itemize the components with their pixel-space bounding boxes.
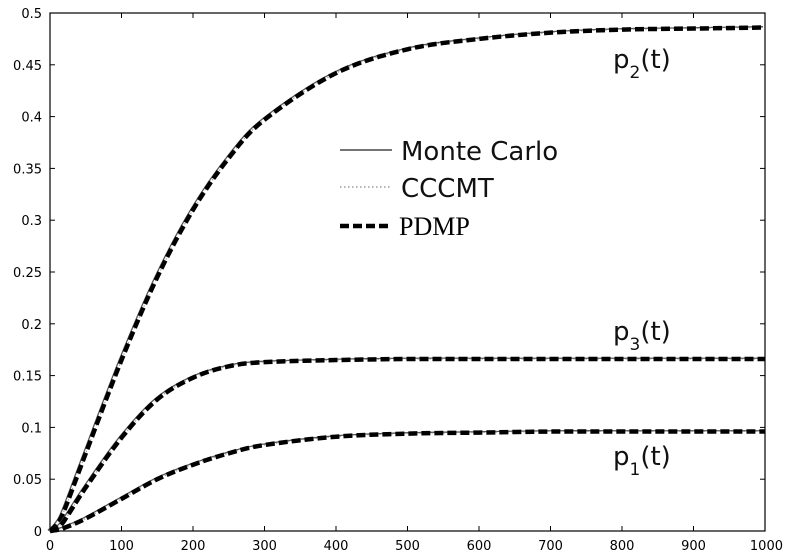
legend-label-monte-carlo: Monte Carlo (401, 137, 558, 167)
svg-text:p3(t): p3(t) (613, 317, 671, 355)
y-tick-label: 0.5 (21, 7, 42, 22)
line-pdmp-p1 (49, 429, 765, 534)
y-tick-label: 0.1 (21, 421, 42, 436)
svg-text:p1(t): p1(t) (613, 442, 671, 480)
y-tick-label: 0.25 (13, 266, 42, 281)
y-tick-label: 0.4 (21, 111, 42, 126)
y-tick-label: 0 (34, 525, 42, 540)
y-tick-label: 0.3 (21, 214, 42, 229)
legend-label-pdmp: PDMP (399, 212, 470, 241)
x-tick-label: 700 (538, 539, 563, 554)
line-pdmp-p2 (48, 25, 766, 533)
x-tick-label: 0 (46, 539, 54, 554)
curves (47, 25, 766, 534)
x-tick-label: 200 (181, 539, 206, 554)
y-tick-label: 0.45 (13, 59, 42, 74)
x-tick-label: 900 (681, 539, 706, 554)
x-tick-label: 600 (467, 539, 492, 554)
axis-ticks: 0 100 200 300 400 500 600 700 800 900 1000 0 0.05 0.1… (13, 7, 783, 554)
legend: Monte Carlo CCCMT PDMP (340, 137, 558, 241)
y-tick-label: 0.05 (13, 473, 42, 488)
svg-text:p2(t): p2(t) (613, 45, 671, 83)
curve-label-p3: p3(t) (613, 317, 671, 355)
x-tick-label: 800 (610, 539, 635, 554)
y-tick-label: 0.2 (21, 318, 42, 333)
x-tick-label: 400 (324, 539, 349, 554)
curve-label-p2: p2(t) (613, 45, 671, 83)
x-tick-label: 100 (109, 539, 134, 554)
line-pdmp-p3 (49, 356, 765, 534)
x-tick-label: 500 (395, 539, 420, 554)
legend-label-cccmt: CCCMT (401, 174, 494, 204)
x-tick-label: 1000 (750, 539, 783, 554)
y-tick-label: 0.35 (13, 162, 42, 177)
curve-label-p1: p1(t) (613, 442, 671, 480)
y-tick-label: 0.15 (13, 370, 42, 385)
x-tick-label: 300 (252, 539, 277, 554)
